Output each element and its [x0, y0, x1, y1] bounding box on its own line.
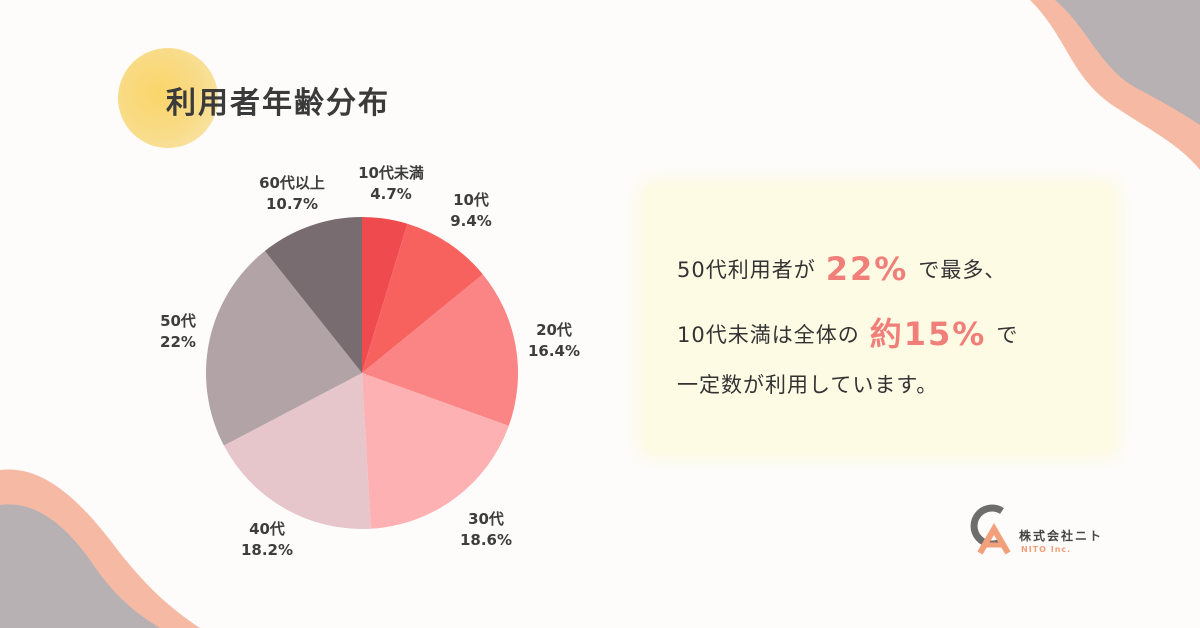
slice-value-label-3: 16.4% [528, 342, 580, 360]
summary-line-1: 50代利用者が 22% で最多、 [677, 250, 1006, 288]
summary-line-2-pre: 10代未満は全体の [677, 323, 860, 347]
slice-label-2: 10代 [453, 191, 489, 209]
pie-slice-1 [362, 217, 408, 373]
slice-label-5: 40代 [249, 520, 285, 538]
pie-slice-2 [362, 223, 483, 373]
corner-wave-top-right [1030, 0, 1200, 170]
slice-value-label-5: 18.2% [241, 541, 293, 559]
slice-label-3: 20代 [536, 321, 572, 339]
slice-value-label-2: 9.4% [450, 212, 492, 230]
slice-label-4: 30代 [468, 510, 504, 528]
slice-value-label-7: 10.7% [266, 195, 318, 213]
pie-slice-6 [206, 250, 362, 446]
pie-slice-4 [362, 373, 509, 529]
pie-chart: 10代未満 4.7% 10代 9.4% 20代 16.4% 30代 18.6% 40代 18.2%… [160, 164, 580, 559]
summary-line-1-post: で最多、 [918, 258, 1007, 282]
company-name: 株式会社ニト [1019, 529, 1104, 543]
company-sub-name: NITO Inc. [1021, 545, 1072, 554]
page-title: 利用者年齢分布 [166, 86, 390, 121]
slice-value-label-1: 4.7% [370, 185, 412, 203]
summary-line-3: 一定数が利用しています。 [677, 373, 939, 397]
pie-slice-3 [362, 274, 519, 426]
slice-label-7: 60代以上 [259, 174, 325, 192]
slice-value-label-4: 18.6% [460, 531, 512, 549]
slice-label-6: 50代 [160, 312, 196, 330]
summary-highlight-15: 約15% [869, 315, 987, 353]
summary-highlight-22: 22% [825, 250, 909, 288]
pie-slice-5 [223, 373, 371, 529]
summary-box [645, 186, 1113, 452]
summary-line-1-pre: 50代利用者が [677, 258, 816, 282]
summary-line-2-post: で [996, 323, 1019, 347]
title-accent-circle [118, 48, 218, 148]
company-logo-icon [970, 504, 1011, 555]
summary-line-2: 10代未満は全体の 約15% で [677, 309, 1018, 355]
pie-slice-7 [264, 217, 362, 373]
slice-label-1: 10代未満 [358, 164, 424, 182]
corner-wave-bottom-left [0, 469, 200, 628]
slice-value-label-6: 22% [160, 333, 196, 351]
